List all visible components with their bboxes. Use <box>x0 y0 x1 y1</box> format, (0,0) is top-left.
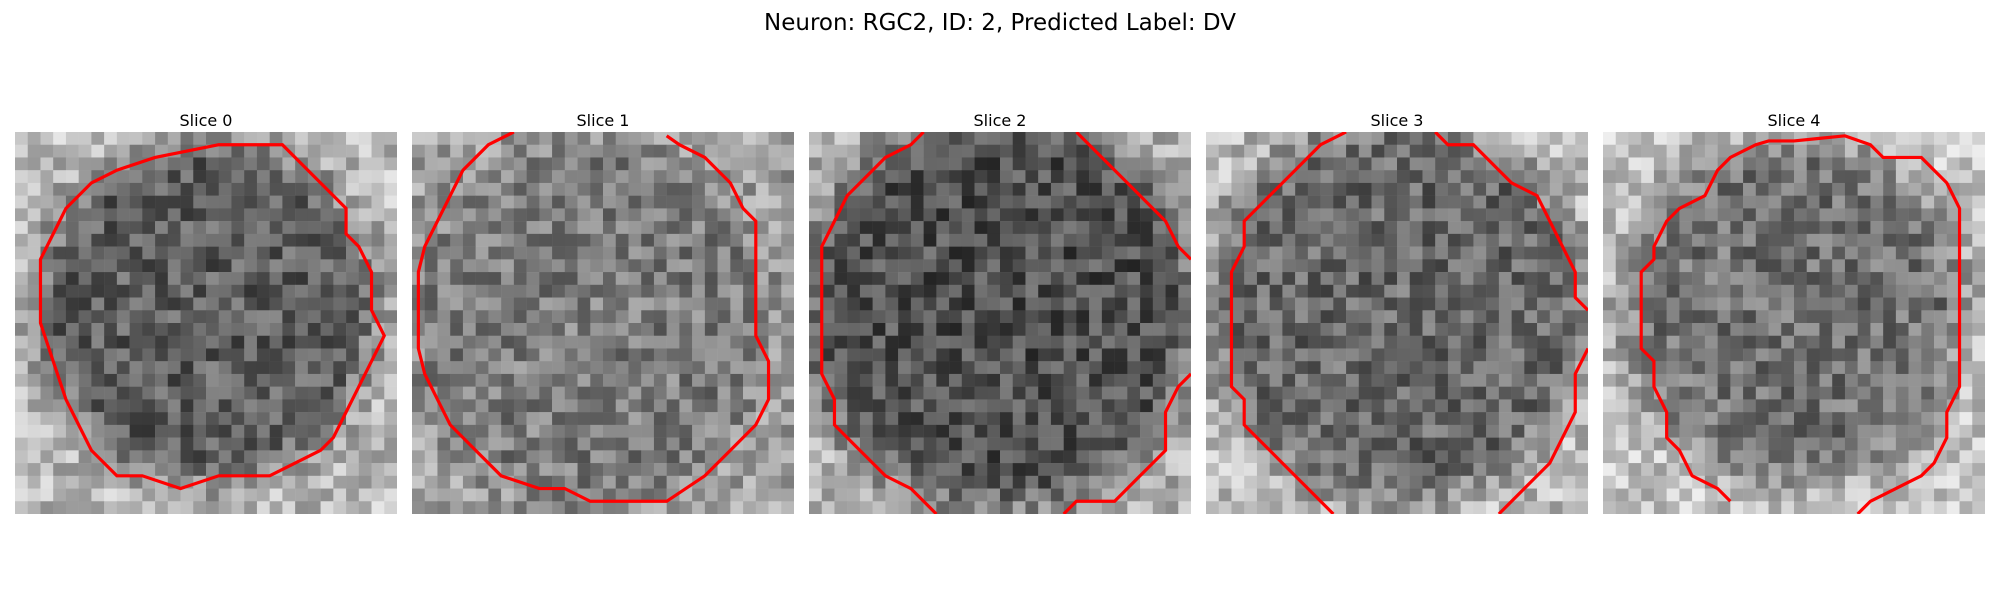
slice-panel-4: Slice 4 <box>1603 110 1985 514</box>
contour-line <box>416 132 771 503</box>
slice-panel-2: Slice 2 <box>809 110 1191 514</box>
slice-image <box>1603 132 1985 514</box>
contour-line <box>38 143 387 491</box>
slice-title: Slice 4 <box>1767 111 1821 130</box>
contour-line <box>820 132 938 514</box>
slice-panel-0: Slice 0 <box>15 110 397 514</box>
slice-title: Slice 0 <box>179 111 233 130</box>
slice-panel-3: Slice 3 <box>1206 110 1588 514</box>
slice-image <box>1206 132 1588 514</box>
slice-title: Slice 1 <box>576 111 630 130</box>
pixel-grid <box>809 132 1191 514</box>
slice-image <box>412 132 794 514</box>
slice-image <box>809 132 1191 514</box>
contour-line <box>1062 372 1191 514</box>
figure-title: Neuron: RGC2, ID: 2, Predicted Label: DV <box>764 10 1236 36</box>
slice-title: Slice 2 <box>973 111 1027 130</box>
pixel-grid <box>1603 132 1985 514</box>
contour-line <box>1497 347 1588 514</box>
contour-line <box>1434 132 1588 312</box>
slice-title: Slice 3 <box>1370 111 1424 130</box>
pixel-grid <box>15 132 397 514</box>
slice-panel-1: Slice 1 <box>412 110 794 514</box>
slice-image <box>15 132 397 514</box>
contour-line <box>1229 132 1347 514</box>
contour-line <box>1075 132 1191 261</box>
pixel-grid <box>1206 132 1588 514</box>
contour-line <box>1639 134 1962 514</box>
pixel-grid <box>412 132 794 514</box>
